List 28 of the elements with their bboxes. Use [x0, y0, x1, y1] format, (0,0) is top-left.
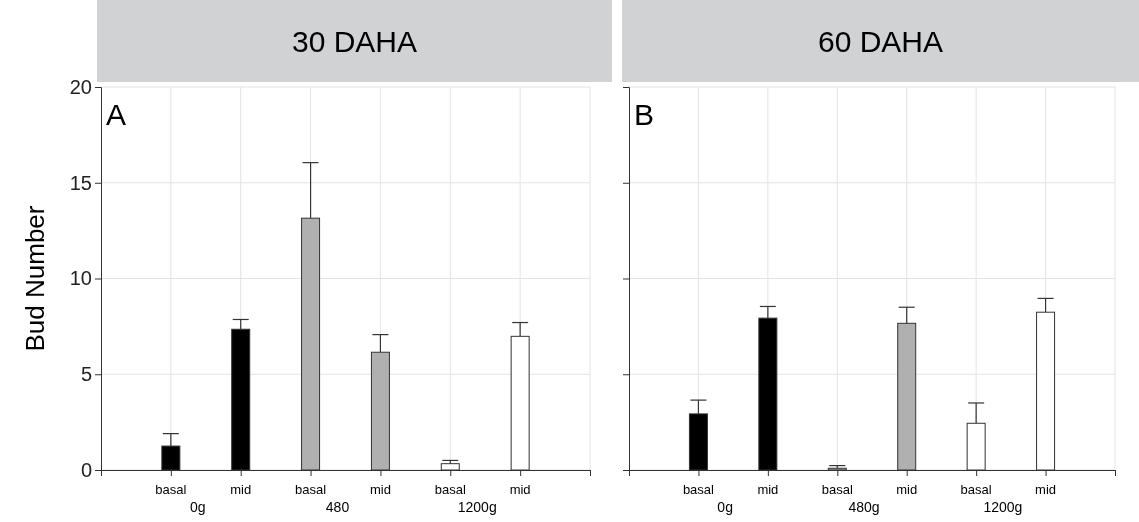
x-tick-label: basal — [295, 482, 327, 497]
y-tick-label: 20 — [69, 75, 92, 98]
text: 0g — [717, 499, 733, 515]
chart-title: 60 DAHA — [817, 25, 944, 58]
x-tick-label: mid — [757, 482, 779, 497]
x-tick-label: mid — [509, 482, 531, 497]
x-tick-label: mid — [230, 482, 252, 497]
x-tick-label: mid — [369, 482, 391, 497]
x-tick-label: basal — [821, 482, 853, 497]
text: 0g — [190, 499, 206, 515]
x-tick-label: basal — [155, 482, 187, 497]
y-tick-label: 15 — [69, 171, 92, 194]
text: 480 — [325, 499, 350, 515]
x-tick-label: basal — [682, 482, 715, 497]
y-tick-label: 10 — [69, 267, 92, 290]
y-axis-title: Bud Number — [20, 205, 50, 352]
text: 480g — [848, 499, 880, 515]
x-tick-label: mid — [896, 482, 918, 497]
y-tick-label: 0 — [80, 458, 92, 481]
x-tick-label: basal — [960, 482, 992, 497]
text: 1200g — [983, 499, 1023, 515]
chart-subtitle: A — [106, 98, 127, 131]
x-tick-label: mid — [1035, 482, 1057, 497]
chart-subtitle: B — [634, 98, 655, 131]
text: 1200g — [457, 499, 497, 515]
x-tick-label: basal — [434, 482, 466, 497]
chart-title: 30 DAHA — [291, 25, 418, 58]
y-tick-label: 5 — [80, 363, 92, 386]
